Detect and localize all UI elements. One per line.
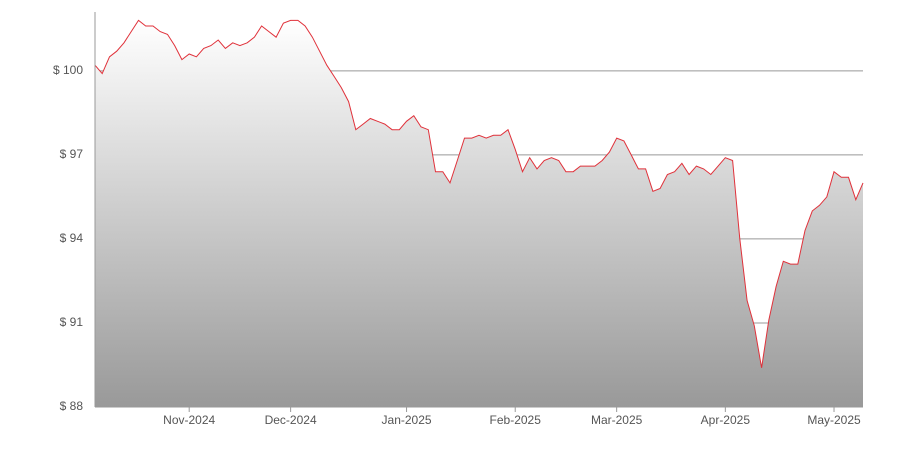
- x-tick-label: Feb-2025: [490, 413, 542, 427]
- y-tick-label: $ 91: [60, 315, 84, 329]
- x-tick-label: Dec-2024: [265, 413, 317, 427]
- x-tick-label: Jan-2025: [382, 413, 432, 427]
- x-tick-label: Mar-2025: [591, 413, 643, 427]
- y-tick-label: $ 97: [60, 147, 84, 161]
- area-fill: [95, 20, 863, 408]
- x-tick-label: Nov-2024: [163, 413, 215, 427]
- y-tick-label: $ 88: [60, 399, 84, 413]
- y-tick-label: $ 94: [60, 231, 84, 245]
- x-tick-label: May-2025: [807, 413, 861, 427]
- price-line: [94, 19, 864, 368]
- x-tick-label: Apr-2025: [701, 413, 751, 427]
- y-tick-label: $ 100: [53, 63, 83, 77]
